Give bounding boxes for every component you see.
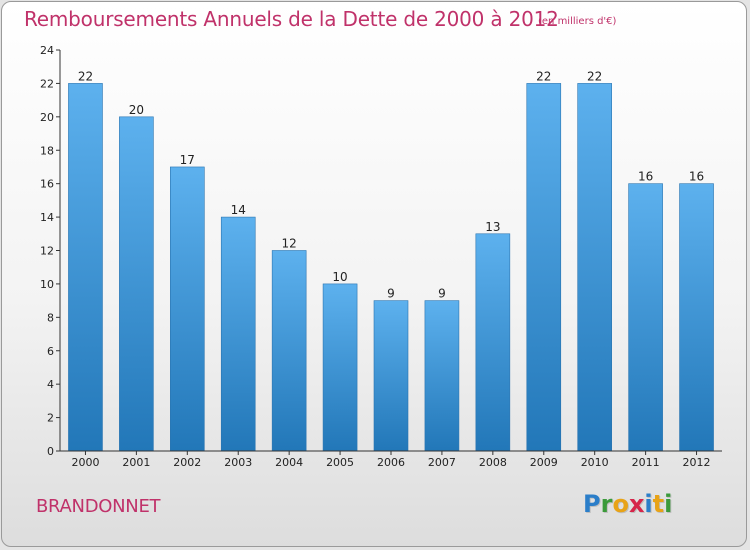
bar	[170, 166, 205, 452]
logo-letter: t	[652, 490, 665, 518]
proxiti-logo: Proxiti	[583, 490, 672, 518]
data-label: 16	[638, 170, 653, 184]
y-tick-label: 18	[40, 144, 54, 157]
x-tick-label: 2007	[428, 456, 456, 469]
data-label: 9	[387, 287, 395, 301]
x-tick-label: 2003	[224, 456, 252, 469]
logo-letter: r	[600, 490, 613, 518]
data-label: 9	[438, 287, 446, 301]
x-tick-label: 2002	[173, 456, 201, 469]
data-label: 10	[332, 270, 347, 284]
x-tick-label: 2006	[377, 456, 405, 469]
bar	[119, 116, 154, 452]
bar	[271, 250, 307, 452]
x-tick-label: 2012	[683, 456, 711, 469]
y-tick-label: 6	[47, 345, 54, 358]
bar	[220, 216, 256, 452]
data-label: 20	[129, 103, 144, 117]
bar	[424, 300, 460, 452]
data-label: 12	[282, 237, 297, 251]
x-tick-label: 2001	[122, 456, 150, 469]
y-tick-label: 20	[40, 111, 54, 124]
y-tick-label: 0	[47, 445, 54, 458]
x-tick-label: 2010	[581, 456, 609, 469]
x-tick-label: 2004	[275, 456, 303, 469]
y-tick-label: 4	[47, 378, 54, 391]
bar	[628, 183, 663, 452]
data-label: 22	[536, 69, 551, 83]
logo-letter: P	[583, 490, 601, 518]
data-label: 13	[485, 220, 500, 234]
y-tick-label: 8	[47, 311, 54, 324]
data-label: 17	[180, 153, 195, 167]
data-label: 22	[78, 69, 93, 83]
y-tick-label: 10	[40, 278, 54, 291]
logo-letter: i	[644, 490, 653, 518]
data-label: 22	[587, 69, 602, 83]
y-tick-label: 16	[40, 178, 54, 191]
logo-letter: o	[612, 490, 629, 518]
x-tick-label: 2005	[326, 456, 354, 469]
chart-title: Remboursements Annuels de la Dette de 20…	[24, 7, 559, 31]
y-tick-label: 22	[40, 77, 54, 90]
bar	[577, 83, 612, 452]
data-label: 14	[231, 203, 246, 217]
x-tick-label: 2000	[71, 456, 99, 469]
data-label: 16	[689, 170, 704, 184]
bar	[373, 300, 409, 452]
x-tick-label: 2011	[632, 456, 660, 469]
bar	[68, 83, 103, 452]
x-tick-label: 2008	[479, 456, 507, 469]
logo-letter: i	[664, 490, 673, 518]
bar	[679, 183, 714, 452]
y-tick-label: 14	[40, 211, 54, 224]
logo-letter: x	[628, 490, 645, 518]
y-tick-label: 12	[40, 245, 54, 258]
y-tick-label: 24	[40, 44, 54, 57]
commune-name: BRANDONNET	[36, 496, 161, 517]
x-tick-label: 2009	[530, 456, 558, 469]
y-tick-label: 2	[47, 412, 54, 425]
chart-subtitle: (en milliers d'€)	[538, 16, 617, 27]
bar	[526, 83, 562, 452]
bar	[322, 283, 358, 452]
bar	[475, 233, 511, 452]
